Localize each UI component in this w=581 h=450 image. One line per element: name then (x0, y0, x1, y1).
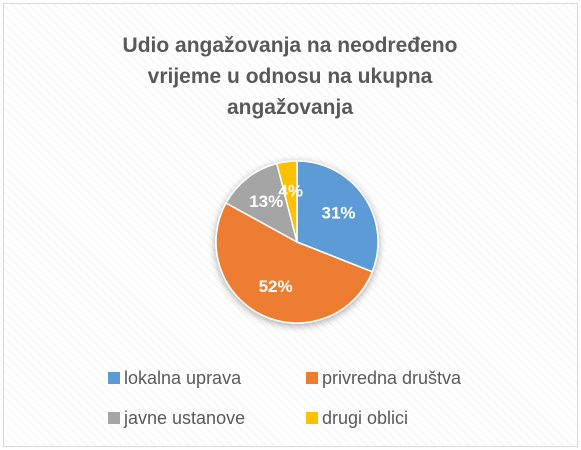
data-label: 4% (278, 182, 303, 201)
pie-slice (225, 162, 299, 244)
pie-slice (296, 160, 379, 273)
legend-label: lokalna uprava (124, 368, 242, 388)
chart-title: Udio angažovanja na neodređeno vrijeme u… (122, 34, 458, 119)
legend-label: privredna društva (322, 368, 462, 388)
pie (215, 160, 379, 324)
legend-swatch (108, 412, 120, 424)
data-label: 13% (249, 192, 283, 211)
legend-label: drugi oblici (322, 408, 408, 428)
data-label: 31% (322, 203, 356, 222)
pie-slice (215, 201, 374, 324)
legend-swatch (306, 372, 318, 384)
data-label: 52% (259, 277, 293, 296)
legend-swatch (108, 372, 120, 384)
pie-slice (275, 160, 298, 243)
legend-swatch (306, 412, 318, 424)
legend-label: javne ustanove (123, 408, 245, 428)
